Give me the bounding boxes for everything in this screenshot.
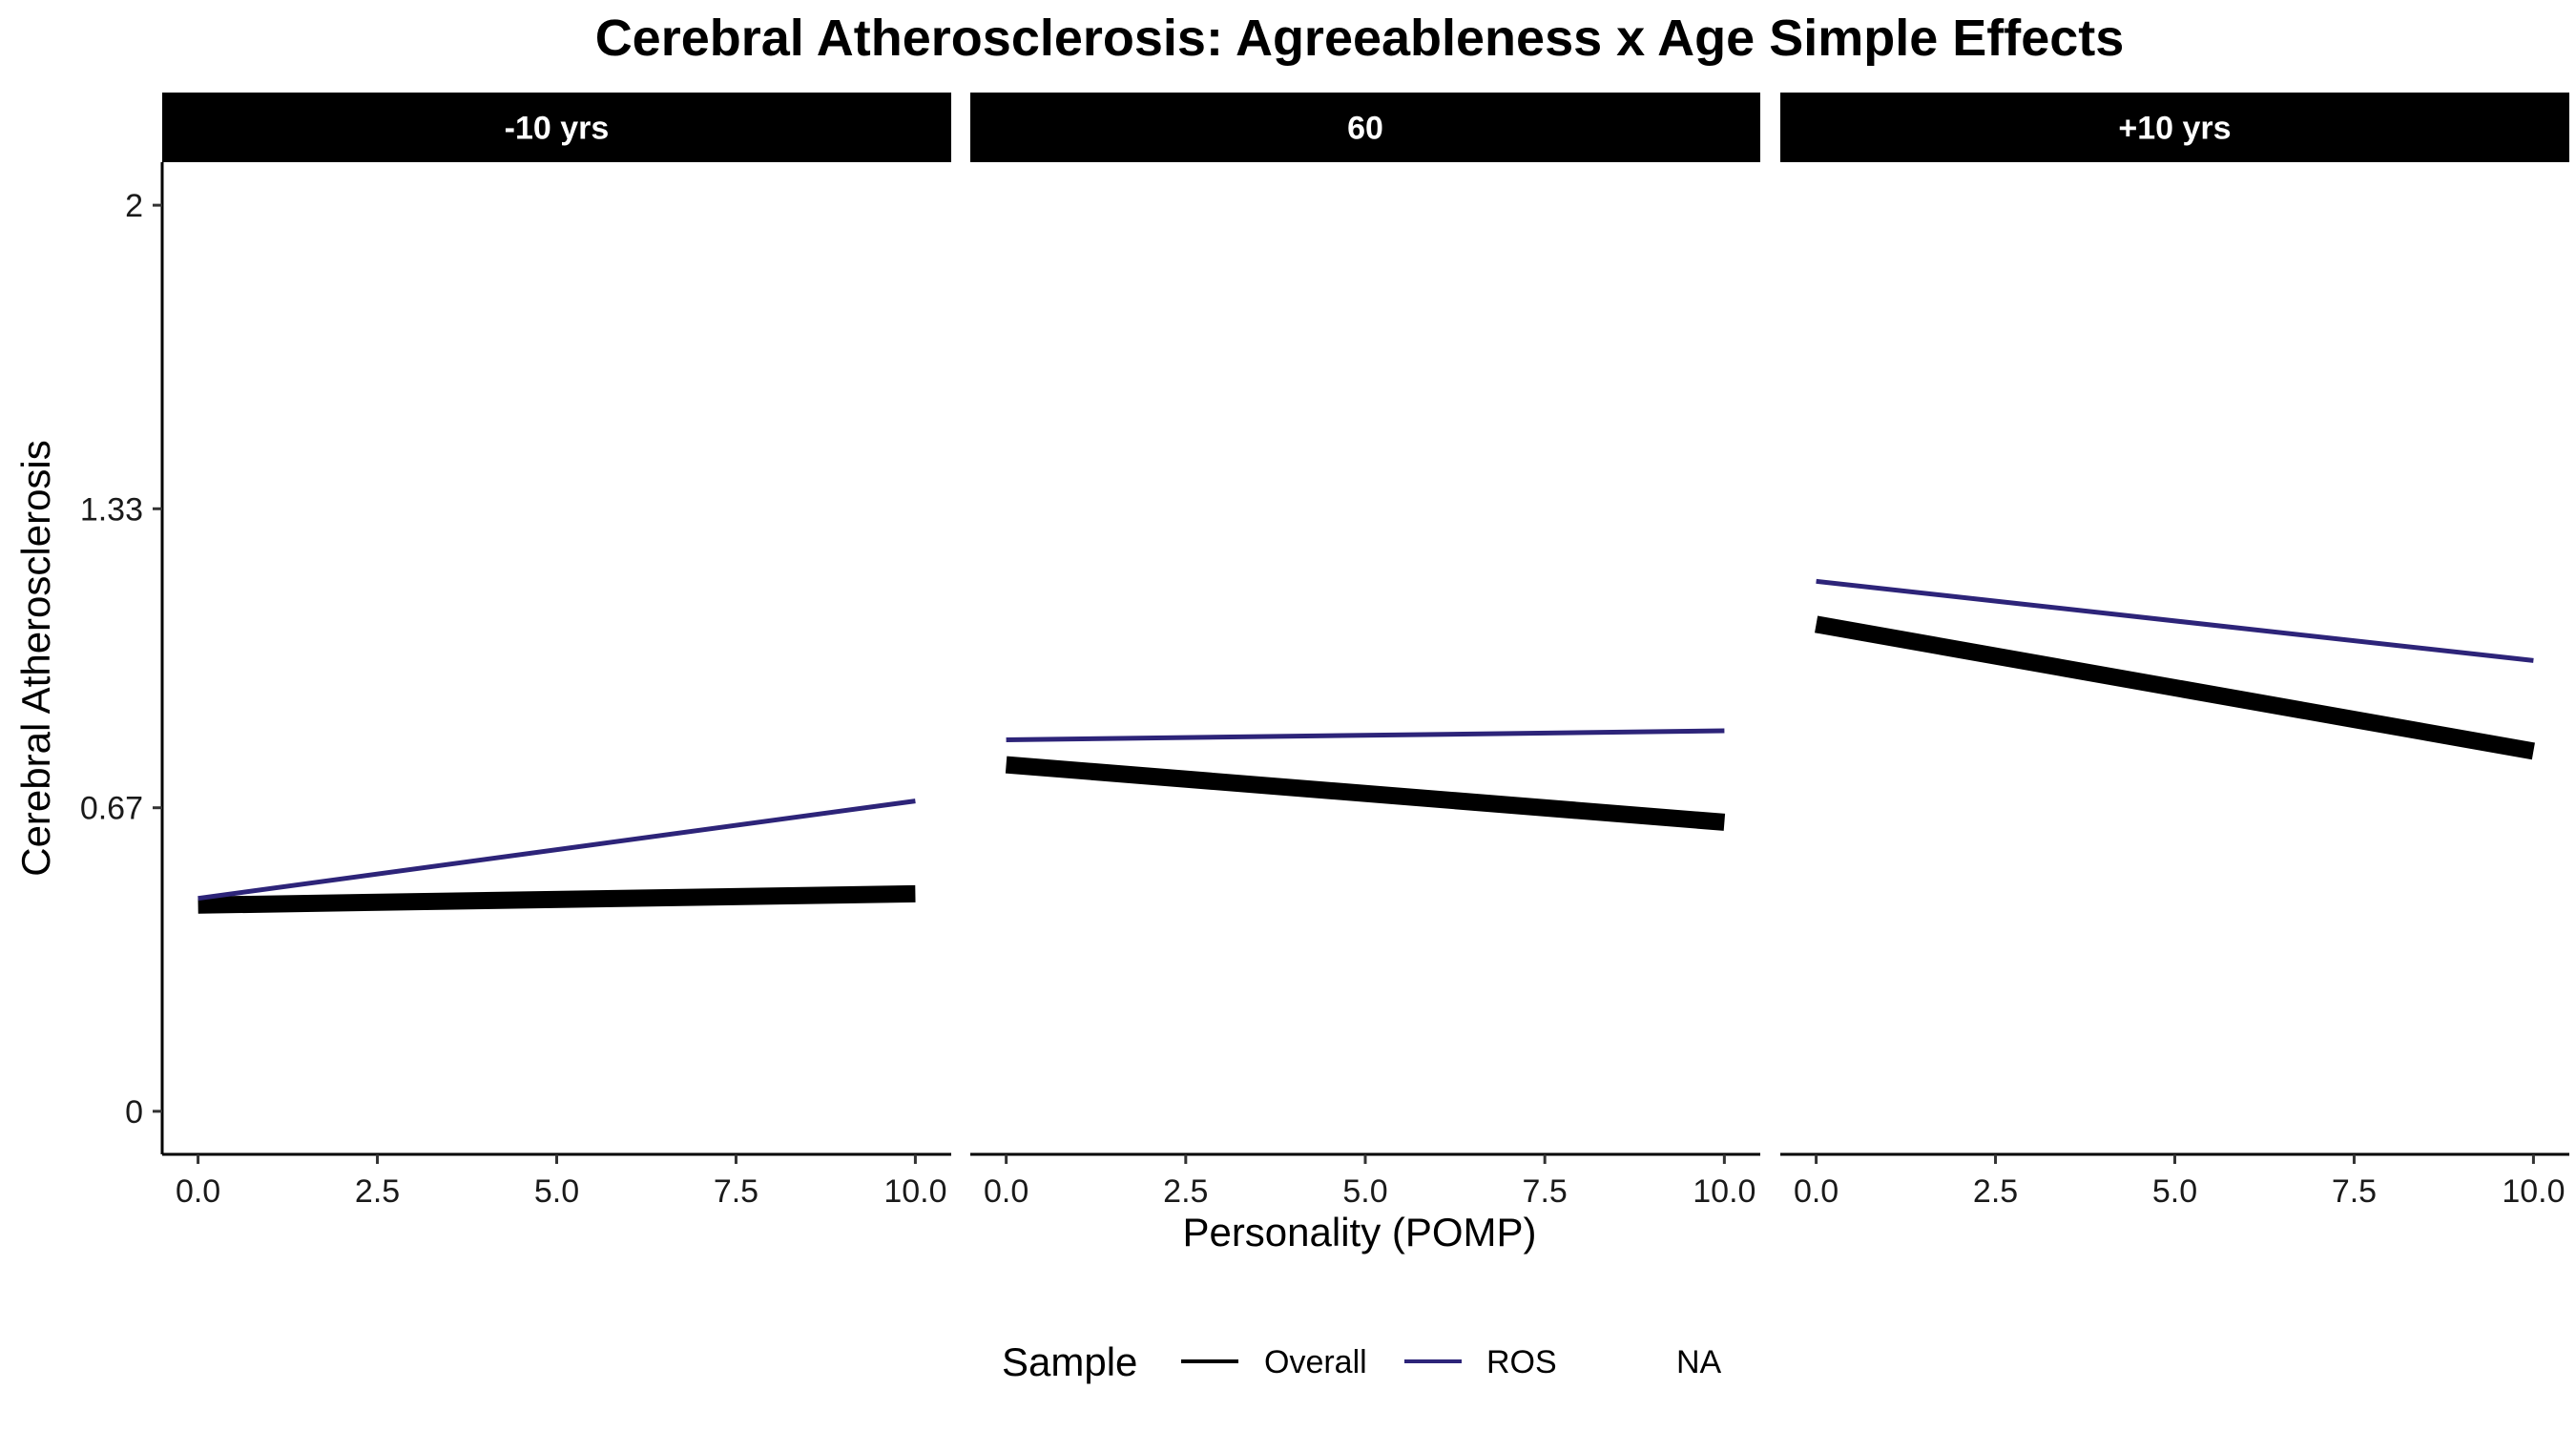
y-axis-title: Cerebral Atherosclerosis: [13, 440, 58, 877]
facet-strip-label: 60: [1347, 111, 1383, 147]
y-tick-label: 0.67: [80, 791, 143, 827]
series-line-overall: [1005, 756, 1726, 831]
chart-title: Cerebral Atherosclerosis: Agreeableness …: [595, 10, 2125, 67]
facet-strip: [970, 93, 1760, 162]
x-tick-label: 0.0: [984, 1173, 1028, 1210]
series-line-ros: [1816, 578, 2534, 663]
legend-title: Sample: [1002, 1339, 1137, 1384]
facet-strip: [162, 93, 951, 162]
x-tick-label: 2.5: [1163, 1173, 1208, 1210]
panels: -10 yrs 0.0 2.5 5.0 7.5 10.0 0 0.67 1.33 2 60 0.0 2.…: [80, 93, 2569, 1210]
legend-label: NA: [1676, 1344, 1722, 1380]
series-line-ros: [1006, 728, 1725, 742]
series-line-ros: [197, 798, 916, 902]
facet-panel-2: +10 yrs 0.0 2.5 5.0 7.5 10.0: [1780, 93, 2569, 1210]
x-tick-label: 10.0: [1693, 1173, 1755, 1210]
legend: Sample Overall ROS NA: [1002, 1339, 1722, 1384]
x-tick-label: 10.0: [883, 1173, 946, 1210]
y-tick-label: 2: [125, 188, 143, 224]
facet-strip: [1780, 93, 2569, 162]
x-tick-label: 5.0: [1342, 1173, 1387, 1210]
x-tick-label: 7.5: [714, 1173, 758, 1210]
facet-panel-0: -10 yrs 0.0 2.5 5.0 7.5 10.0 0 0.67 1.33 2: [80, 93, 951, 1210]
x-tick-label: 10.0: [2502, 1173, 2565, 1210]
facet-strip-label: -10 yrs: [505, 111, 610, 147]
facet-strip-label: +10 yrs: [2118, 111, 2231, 147]
legend-entry-na: NA: [1676, 1344, 1722, 1380]
y-tick-label: 0: [125, 1094, 143, 1130]
legend-label: Overall: [1264, 1344, 1367, 1380]
legend-entry-ros: ROS: [1404, 1344, 1557, 1380]
series-line-overall: [197, 884, 916, 914]
x-axis-title: Personality (POMP): [1182, 1210, 1536, 1255]
facet-panel-1: 60 0.0 2.5 5.0 7.5 10.0: [970, 93, 1760, 1210]
y-tick-label: 1.33: [80, 491, 143, 528]
x-tick-label: 2.5: [355, 1173, 400, 1210]
x-tick-label: 0.0: [176, 1173, 220, 1210]
legend-entry-overall: Overall: [1181, 1344, 1367, 1380]
legend-label: ROS: [1486, 1344, 1557, 1380]
x-tick-label: 2.5: [1973, 1173, 2018, 1210]
series-line-overall: [1815, 615, 2535, 760]
x-tick-label: 7.5: [2332, 1173, 2377, 1210]
x-tick-label: 5.0: [2152, 1173, 2197, 1210]
x-tick-label: 5.0: [534, 1173, 579, 1210]
x-tick-label: 7.5: [1523, 1173, 1568, 1210]
x-tick-label: 0.0: [1794, 1173, 1839, 1210]
